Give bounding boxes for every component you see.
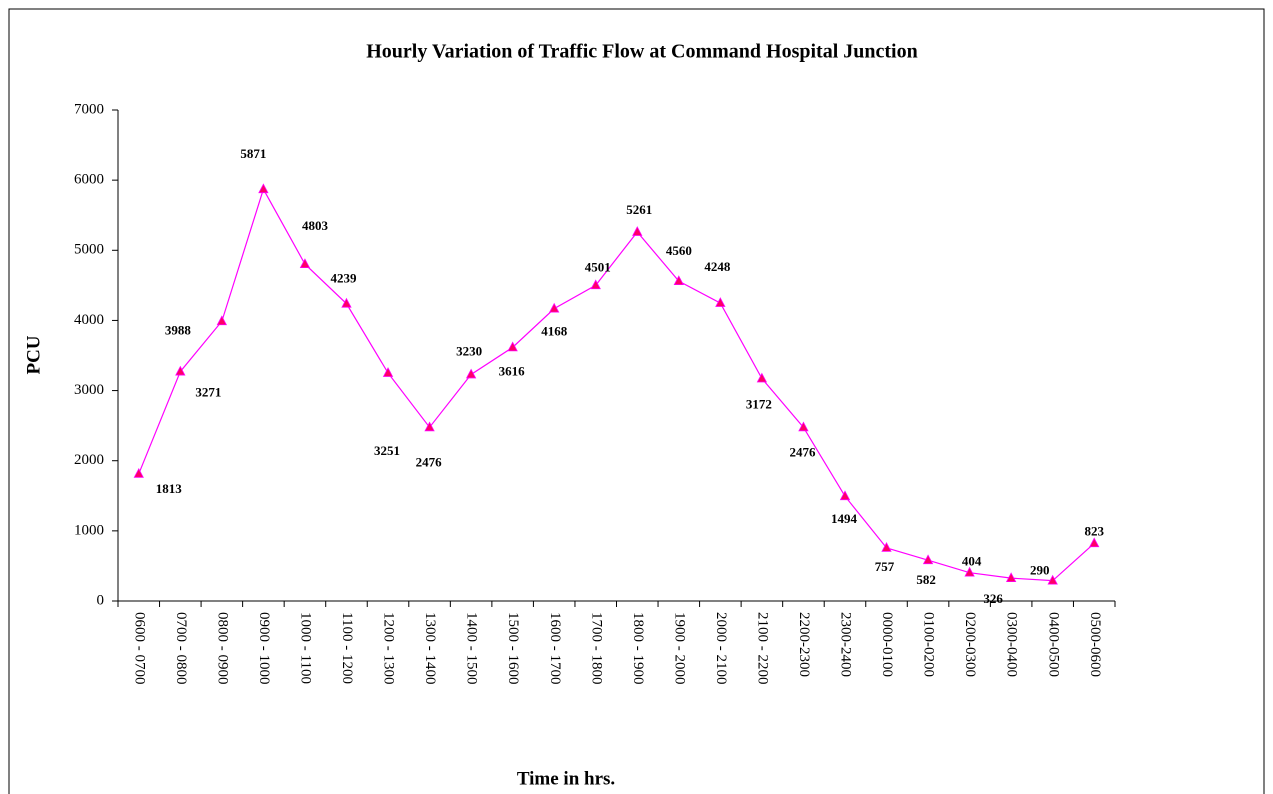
data-point [216,315,228,326]
data-label: 4501 [585,259,611,274]
x-tick-label: 1000 - 1100 [298,612,314,684]
data-point [382,367,394,377]
data-label: 290 [1030,563,1050,578]
chart-border [8,8,1265,794]
x-tick-label: 2000 - 2100 [713,612,729,685]
x-tick-label: 0400-0500 [1045,612,1061,677]
data-label: 4239 [330,271,357,286]
data-label: 326 [983,591,1003,606]
x-tick-label: 1400 - 1500 [464,612,480,685]
data-label: 1494 [831,511,858,526]
x-tick-label: 0700 - 0800 [173,612,189,685]
data-label: 4168 [541,324,568,339]
x-tick-label: 2200-2300 [796,612,812,677]
data-label: 4248 [704,259,731,274]
data-point [507,341,518,352]
x-tick-label: 1700 - 1800 [588,612,604,685]
data-label: 582 [916,572,936,587]
chart-title: Hourly Variation of Traffic Flow at Comm… [366,41,918,63]
data-point [1047,574,1058,585]
data-point [258,183,269,194]
y-tick-label: 6000 [74,172,104,188]
data-point [756,372,768,383]
data-point [881,542,892,552]
x-tick-label: 1500 - 1600 [505,612,521,685]
data-label: 3271 [195,385,221,400]
x-tick-label: 0800 - 0900 [214,612,230,685]
data-label: 1813 [156,481,183,496]
x-tick-label: 0100-0200 [921,612,937,677]
x-axis-title: Time in hrs. [517,768,615,789]
x-tick-label: 1300 - 1400 [422,612,438,685]
data-label: 404 [962,554,982,569]
data-label: 757 [875,559,895,574]
y-tick-label: 2000 [74,452,104,468]
x-tick-label: 0900 - 1000 [256,612,272,685]
y-tick-label: 7000 [74,101,104,117]
data-label: 5261 [626,202,652,217]
data-line [138,187,1095,582]
data-point [715,297,726,307]
data-point [133,467,144,478]
data-point [1089,537,1100,548]
data-label: 4803 [302,218,329,233]
data-point [465,368,477,379]
x-tick-label: 2300-2400 [838,612,854,677]
data-label: 5871 [240,146,266,161]
x-tick-label: 1600 - 1700 [547,612,563,685]
x-tick-label: 1800 - 1900 [630,612,646,685]
data-point [839,490,851,501]
y-tick-label: 0 [97,592,105,608]
x-tick-label: 2100 - 2200 [754,612,770,685]
data-point [964,566,975,577]
data-label: 3230 [456,343,482,358]
y-tick-label: 5000 [74,242,104,258]
data-point [424,421,435,432]
data-point [798,421,809,432]
x-tick-label: 1200 - 1300 [381,612,397,685]
data-point [590,279,601,290]
y-tick-label: 3000 [74,382,104,398]
x-tick-label: 0200-0300 [962,612,978,677]
data-label: 2476 [789,444,816,459]
data-point [549,302,560,313]
data-point [341,297,352,308]
data-label: 3172 [746,396,772,411]
y-tick-label: 4000 [74,312,104,328]
data-label: 3616 [499,363,526,378]
data-point [632,226,643,236]
data-label: 3251 [374,443,400,458]
data-label: 3988 [165,322,192,337]
data-label: 4560 [666,243,692,258]
x-tick-label: 0000-0100 [879,612,895,677]
data-point [922,554,934,565]
data-label: 823 [1084,523,1104,538]
x-tick-label: 0600 - 0700 [131,612,147,685]
data-point [175,365,186,376]
y-axis-title: PCU [23,335,44,374]
y-tick-label: 1000 [74,522,104,538]
data-point [1005,572,1017,583]
x-tick-label: 1100 - 1200 [339,612,355,684]
data-point [299,258,311,269]
data-point [673,275,684,286]
data-label: 2476 [416,454,443,469]
x-tick-label: 0300-0400 [1004,612,1020,677]
x-tick-label: 1900 - 2000 [671,612,687,685]
x-tick-label: 0500-0600 [1087,612,1103,677]
